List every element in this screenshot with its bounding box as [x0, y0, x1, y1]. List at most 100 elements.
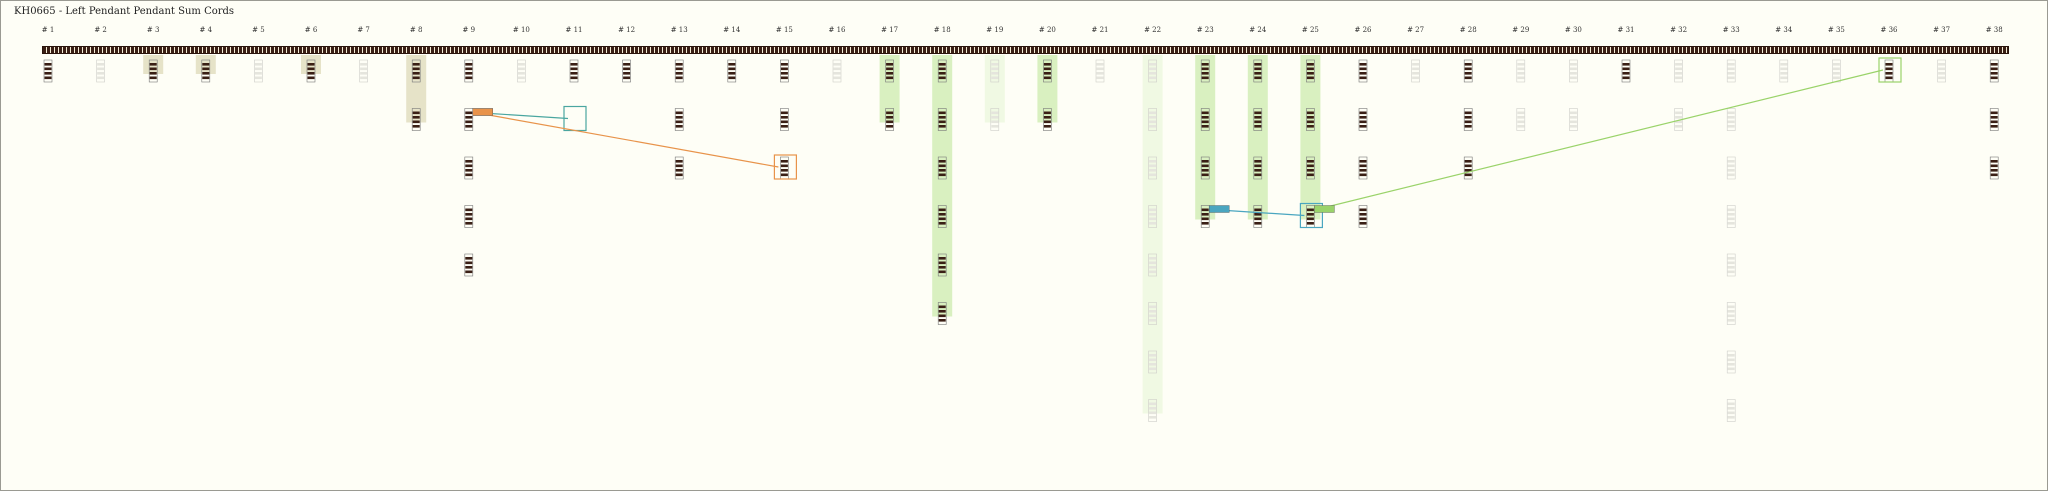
- knot-mark: [1254, 208, 1262, 212]
- knot-mark: [1990, 67, 1998, 71]
- pendant-group: [727, 59, 737, 83]
- pendant-number-label: # 3: [146, 26, 160, 34]
- knot-mark: [307, 63, 315, 66]
- knot-mark: [1149, 120, 1157, 124]
- knot-mark: [1727, 63, 1735, 66]
- cord-box: [1148, 302, 1157, 325]
- cord-box: [1200, 205, 1210, 228]
- knot-mark: [1517, 125, 1525, 128]
- cord-box: [885, 59, 894, 83]
- knot-mark: [1149, 314, 1157, 318]
- knot-mark: [1464, 173, 1472, 177]
- knot-mark: [1517, 111, 1525, 115]
- pendant-group: [1142, 55, 1163, 422]
- knot-mark: [1412, 67, 1420, 71]
- knot-mark: [517, 63, 525, 66]
- cord-box: [674, 108, 684, 131]
- knot-mark: [1938, 63, 1946, 66]
- cord-group-band: [1195, 55, 1216, 220]
- knot-mark: [675, 173, 683, 177]
- cord-box: [569, 59, 579, 83]
- knot-mark: [675, 164, 683, 168]
- knot-mark: [1727, 173, 1735, 177]
- pendant-number-label: # 38: [1985, 26, 2003, 34]
- knot-mark: [886, 116, 894, 119]
- cord-group-band: [932, 55, 953, 317]
- pendant-number-label: # 20: [1038, 26, 1056, 34]
- knot-mark: [623, 72, 631, 75]
- knot-mark: [1149, 125, 1157, 128]
- knot-mark: [991, 120, 999, 124]
- knot-mark: [1675, 63, 1683, 66]
- knot-mark: [1675, 111, 1683, 115]
- sum-target-box: [1299, 202, 1324, 229]
- knot-mark: [44, 76, 52, 80]
- knot-mark: [1201, 213, 1209, 216]
- pendant-group: [780, 59, 789, 180]
- knot-mark: [1254, 217, 1262, 221]
- knot-mark: [938, 67, 946, 71]
- knot-mark: [938, 169, 946, 172]
- pendant-group: [1621, 59, 1631, 83]
- pendant-group: [1884, 59, 1894, 83]
- pendant-group: [1358, 59, 1368, 228]
- knot-mark: [991, 76, 999, 80]
- pendant-group: [254, 59, 263, 83]
- cord-box: [1726, 350, 1736, 374]
- knot-mark: [1727, 76, 1735, 80]
- knot-mark: [1201, 116, 1209, 119]
- cord-box: [1306, 59, 1315, 83]
- knot-mark: [1254, 120, 1262, 124]
- cord-box: [937, 302, 947, 325]
- cord-box: [411, 108, 421, 131]
- knot-mark: [675, 72, 683, 75]
- knot-mark: [1780, 76, 1788, 80]
- knot-mark: [1464, 67, 1472, 71]
- knot-mark: [1359, 116, 1367, 119]
- knot-mark: [1306, 111, 1314, 115]
- pendant-group: [1247, 55, 1268, 228]
- knot-mark: [1569, 120, 1577, 124]
- cord-box: [1463, 156, 1473, 180]
- knot-mark: [1832, 67, 1840, 71]
- knot-mark: [886, 67, 894, 71]
- sum-link-line: [474, 111, 779, 168]
- knot-mark: [1149, 111, 1157, 115]
- cord-box: [780, 59, 789, 83]
- cord-box: [1253, 59, 1263, 83]
- knot-mark: [1569, 63, 1577, 66]
- knot-mark: [1306, 164, 1314, 168]
- knot-mark: [1675, 76, 1683, 80]
- knot-mark: [1464, 76, 1472, 80]
- knot-mark: [886, 72, 894, 75]
- knot-mark: [1569, 116, 1577, 119]
- cord-group-band: [1247, 55, 1268, 220]
- knot-mark: [1727, 270, 1735, 274]
- knot-mark: [1727, 67, 1735, 71]
- cord-box: [1358, 156, 1368, 180]
- pendant-group: [1726, 59, 1736, 422]
- knot-mark: [728, 67, 736, 71]
- knot-mark: [412, 120, 420, 124]
- knot-mark: [1569, 76, 1577, 80]
- pendant-group: [406, 55, 427, 131]
- cord-box: [937, 108, 947, 131]
- knot-mark: [1359, 213, 1367, 216]
- knot-mark: [1149, 217, 1157, 221]
- knot-mark: [675, 116, 683, 119]
- knot-mark: [1201, 160, 1209, 163]
- knot-mark: [938, 270, 946, 274]
- knot-mark: [1727, 160, 1735, 163]
- pendant-group: [1463, 59, 1473, 180]
- knot-mark: [360, 72, 368, 75]
- knot-mark: [1149, 173, 1157, 177]
- knot-mark: [1359, 120, 1367, 124]
- knot-mark: [465, 116, 473, 119]
- pendant-number-label: # 14: [723, 26, 741, 34]
- knot-mark: [780, 76, 788, 80]
- pendant-number-label: # 9: [462, 26, 476, 34]
- knot-mark: [1990, 111, 1998, 115]
- knot-mark: [1464, 160, 1472, 163]
- knot-mark: [412, 111, 420, 115]
- knot-mark: [412, 67, 420, 71]
